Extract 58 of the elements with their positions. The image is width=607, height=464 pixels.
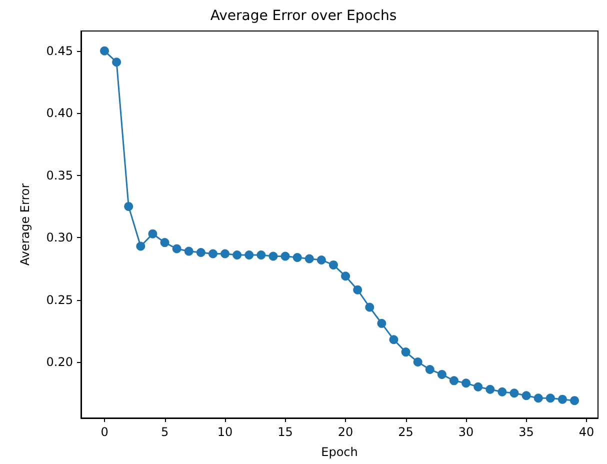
point (377, 318, 386, 328)
point (328, 260, 338, 270)
x-tick-label: 5 (160, 425, 169, 439)
point (256, 250, 266, 260)
x-tick-label: 15 (278, 425, 293, 439)
point (353, 285, 362, 294)
point (486, 384, 495, 394)
x-tick-label: 20 (338, 425, 354, 439)
point (136, 242, 146, 251)
point (474, 382, 483, 392)
point (172, 244, 182, 254)
point (437, 370, 446, 379)
point (389, 335, 398, 344)
point (292, 252, 302, 262)
point (220, 249, 230, 258)
point (268, 252, 278, 261)
x-axis-title: Epoch (321, 445, 358, 459)
point (160, 238, 170, 248)
point (244, 250, 254, 260)
x-tick-label: 10 (217, 425, 233, 439)
point (280, 252, 290, 261)
point (462, 378, 471, 388)
x-tick-label: 0 (100, 425, 108, 439)
y-tick-label: 0.35 (46, 168, 73, 182)
point (425, 364, 434, 374)
point (401, 348, 410, 357)
point (232, 250, 242, 260)
point (510, 388, 519, 398)
point (184, 246, 194, 256)
point (341, 272, 350, 281)
point (522, 391, 531, 400)
point (208, 249, 218, 258)
point (365, 302, 374, 312)
point (449, 376, 458, 386)
point (304, 254, 314, 264)
y-tick-label: 0.30 (46, 230, 73, 245)
point (196, 248, 206, 257)
x-tick-label: 30 (458, 425, 474, 439)
point (100, 46, 109, 56)
point (413, 358, 422, 366)
x-tick-label: 40 (578, 425, 594, 439)
point (546, 394, 555, 403)
point (498, 387, 507, 396)
y-axis-title: Average Error (18, 183, 32, 266)
y-tick-label: 0.25 (46, 292, 73, 307)
point (534, 394, 543, 403)
y-tick-label: 0.40 (46, 106, 73, 120)
point (558, 394, 567, 404)
point (148, 229, 158, 238)
x-tick-label: 25 (398, 425, 414, 439)
point (316, 255, 326, 264)
y-tick-label: 0.45 (46, 44, 73, 58)
point (570, 396, 579, 406)
chart-title: Average Error over Epochs (210, 8, 397, 24)
point (124, 202, 134, 211)
y-tick-label: 0.20 (46, 355, 73, 370)
point (112, 58, 122, 67)
x-tick-label: 35 (518, 425, 534, 439)
